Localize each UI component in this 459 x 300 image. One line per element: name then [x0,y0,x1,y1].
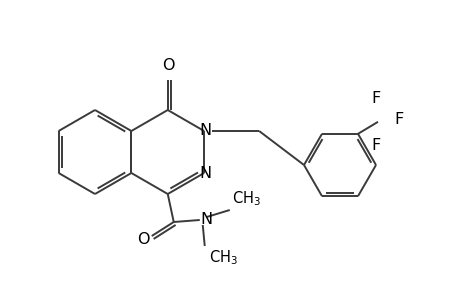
Text: N: N [199,122,211,137]
Text: O: O [137,232,150,247]
Text: O: O [162,58,174,73]
Text: CH$_3$: CH$_3$ [231,189,260,208]
Text: CH$_3$: CH$_3$ [208,248,237,267]
Text: F: F [370,91,380,106]
Text: N: N [200,212,213,226]
Text: N: N [199,166,211,181]
Text: F: F [393,112,403,127]
Text: F: F [370,138,380,153]
